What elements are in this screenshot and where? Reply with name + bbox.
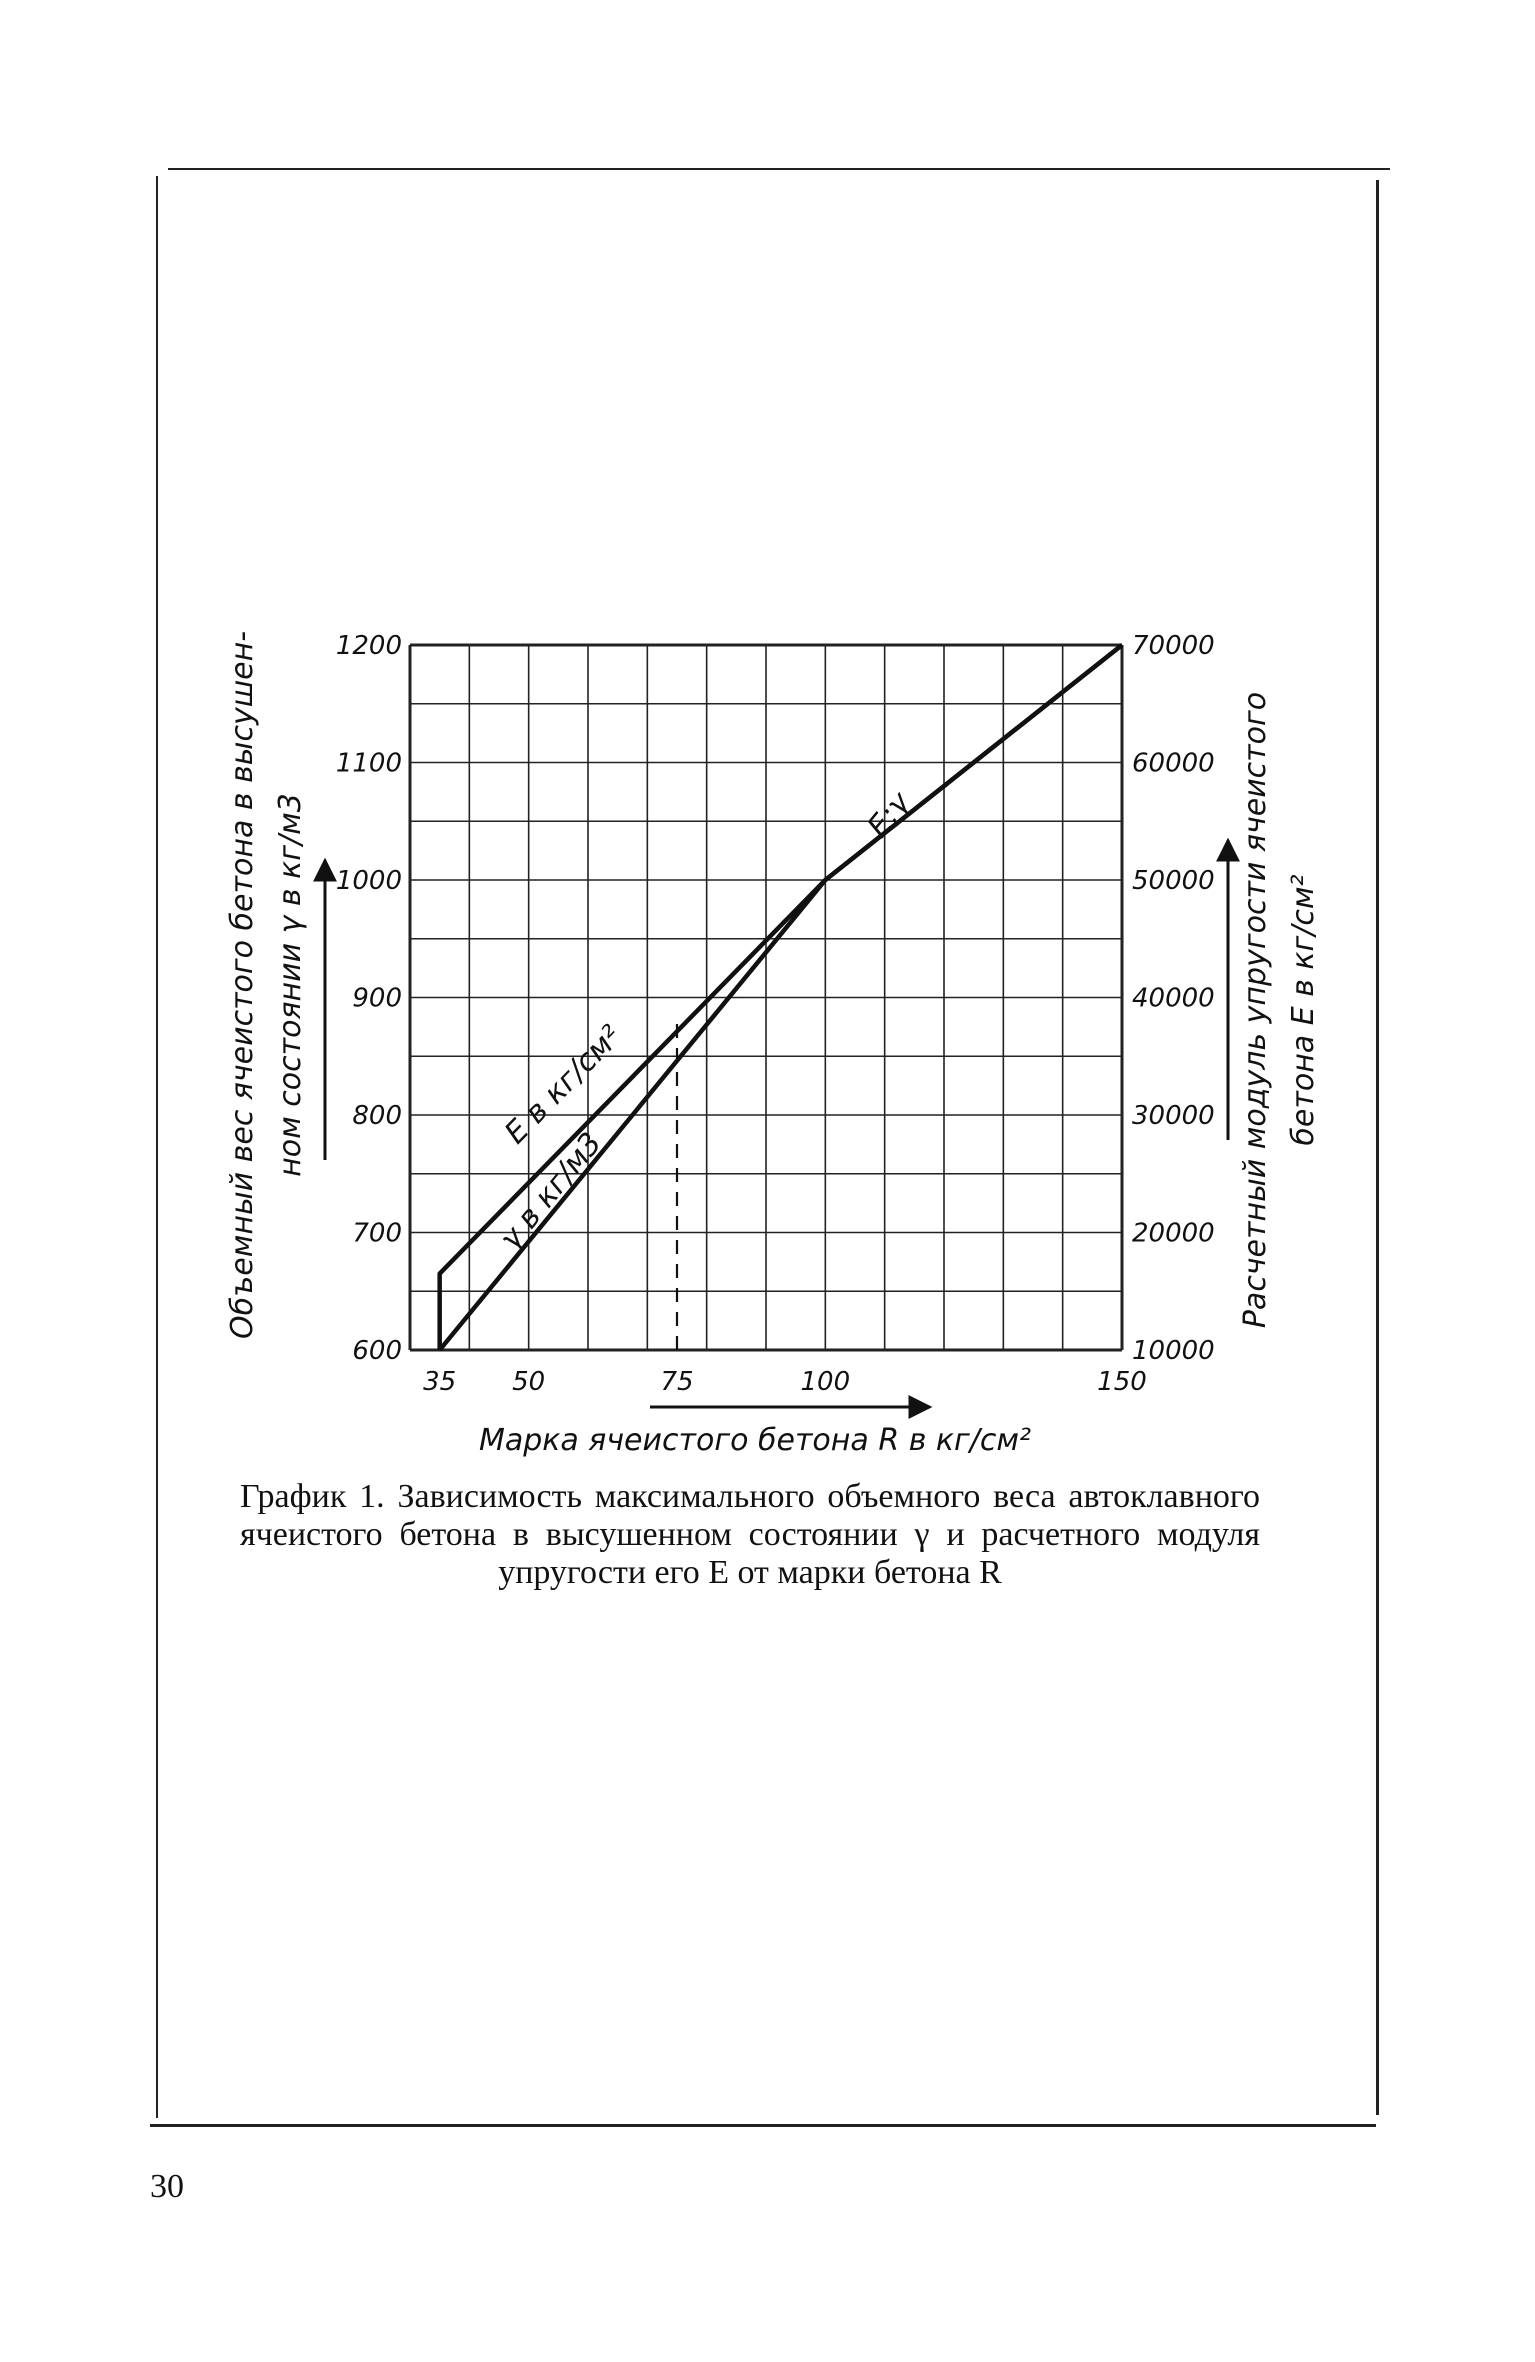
y-left-tick-label: 600 [352, 1336, 402, 1366]
x-tick-label: 150 [1097, 1367, 1147, 1397]
figure-caption: График 1. Зависимость максимального объе… [240, 1478, 1260, 1591]
x-tick-label: 75 [660, 1367, 693, 1397]
axis-labels: Марка ячеистого бетона R в кг/см² Объемны… [225, 631, 1321, 1458]
y-right-tick-label: 70000 [1132, 631, 1215, 661]
frame-left-rule [156, 176, 158, 2118]
y-left-axis-label: ном состоянии γ в кг/м3 [273, 793, 308, 1177]
y-right-tick-label: 60000 [1132, 749, 1215, 779]
y-right-axis-label: бетона E в кг/см² [1286, 874, 1321, 1145]
reference-lines [675, 1021, 679, 1350]
x-tick-label: 100 [801, 1367, 851, 1397]
y-right-tick-label: 20000 [1132, 1219, 1215, 1249]
y-right-tick-label: 50000 [1132, 866, 1215, 896]
y-right-tick-label: 10000 [1132, 1336, 1215, 1366]
x-axis-label: Марка ячеистого бетона R в кг/см² [479, 1423, 1031, 1458]
y-left-tick-label: 700 [352, 1219, 402, 1249]
y-right-tick-label: 30000 [1132, 1101, 1215, 1131]
y-left-axis-label: Объемный вес ячеистого бетона в высушен- [225, 631, 260, 1339]
y-left-tick-label: 800 [352, 1101, 402, 1131]
chart-series [437, 643, 1124, 1352]
x-tick-label: 35 [423, 1367, 456, 1397]
y-left-tick-label: 1200 [336, 631, 402, 661]
annotation-label: E;γ [861, 784, 919, 844]
chart-grid [408, 643, 1124, 1352]
y-left-tick-label: 1100 [336, 749, 402, 779]
annotation-label: E в кг/см² [498, 1019, 629, 1151]
tick-labels: 35 50 75 100 150 600 700 800 900 1000 1100 1200 1000… [336, 631, 1215, 1397]
series-line [437, 643, 1124, 1352]
x-tick-label: 50 [512, 1367, 545, 1397]
frame-right-rule [1376, 180, 1379, 2115]
frame-top-rule [168, 168, 1390, 170]
y-left-tick-label: 1000 [336, 866, 402, 896]
page-number: 30 [150, 2168, 184, 2205]
y-right-tick-label: 40000 [1132, 984, 1215, 1014]
annotation-label: γ в кг/м3 [493, 1126, 609, 1257]
y-right-axis-label: Расчетный модуль упругости ячеистого [1238, 692, 1273, 1328]
y-left-tick-label: 900 [352, 984, 402, 1014]
frame-bottom-rule [150, 2124, 1376, 2127]
